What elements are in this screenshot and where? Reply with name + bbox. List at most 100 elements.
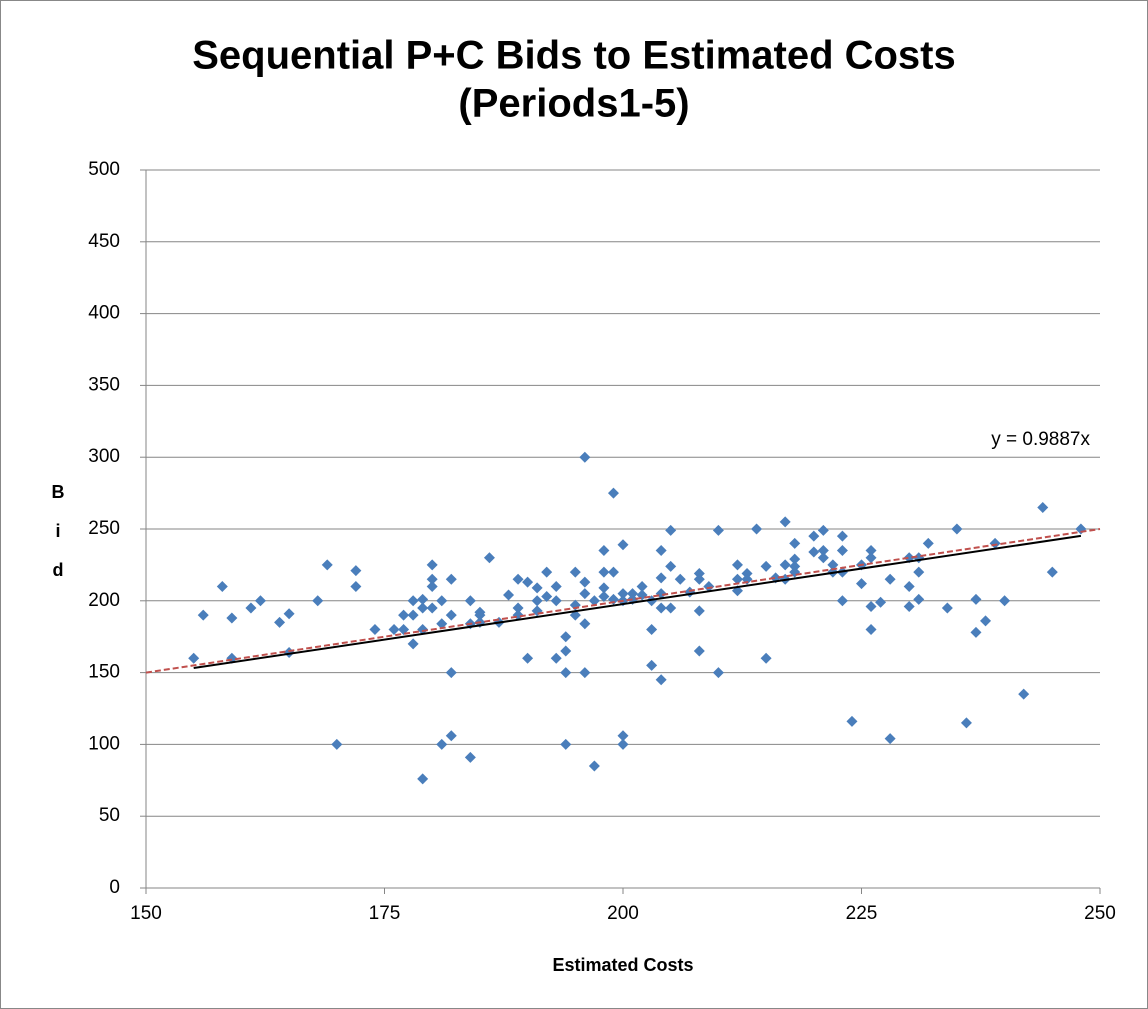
data-point <box>617 588 629 600</box>
y-tick-label: 250 <box>88 518 120 539</box>
data-point <box>560 738 572 750</box>
data-point <box>999 595 1011 607</box>
data-point <box>655 572 667 584</box>
data-point <box>760 560 772 572</box>
data-point <box>884 733 896 745</box>
data-point <box>817 524 829 536</box>
x-tick-label: 150 <box>130 903 162 924</box>
data-point <box>283 608 295 620</box>
data-point <box>760 652 772 664</box>
data-point <box>274 616 286 628</box>
data-point <box>731 573 743 585</box>
data-point <box>531 582 543 594</box>
data-point <box>922 537 934 549</box>
y-tick-label: 350 <box>88 374 120 395</box>
data-point <box>903 580 915 592</box>
data-point <box>913 566 925 578</box>
chart-subtitle: (Periods1-5) <box>458 82 689 126</box>
data-point <box>579 451 591 463</box>
data-point <box>350 580 362 592</box>
data-point <box>417 593 429 605</box>
data-point <box>216 580 228 592</box>
data-point <box>541 566 553 578</box>
data-point <box>197 609 209 621</box>
chart-title: Sequential P+C Bids to Estimated Costs <box>192 34 956 78</box>
data-point <box>483 552 495 564</box>
data-point <box>789 553 801 565</box>
data-point <box>407 609 419 621</box>
data-point <box>398 609 410 621</box>
data-point <box>598 590 610 602</box>
trendline-equation: y = 0.9887x <box>991 429 1090 450</box>
data-point <box>712 667 724 679</box>
data-point <box>941 602 953 614</box>
data-point <box>655 674 667 686</box>
y-tick-label: 150 <box>88 662 120 683</box>
data-point <box>665 560 677 572</box>
data-point <box>951 523 963 535</box>
y-tick-label: 100 <box>88 733 120 754</box>
x-axis-title: Estimated Costs <box>552 955 693 975</box>
y-tick-label: 400 <box>88 303 120 324</box>
data-point <box>531 595 543 607</box>
data-point <box>598 582 610 594</box>
data-point <box>474 609 486 621</box>
data-point <box>436 618 448 630</box>
data-point <box>445 667 457 679</box>
data-point <box>426 602 438 614</box>
data-point <box>560 667 572 679</box>
data-point <box>875 596 887 608</box>
data-point <box>1018 688 1030 700</box>
data-point <box>569 566 581 578</box>
data-point <box>550 652 562 664</box>
data-point <box>655 602 667 614</box>
data-point <box>541 590 553 602</box>
y-tick-label: 50 <box>99 805 120 826</box>
data-point <box>369 624 381 636</box>
trendline <box>145 528 1101 674</box>
data-point <box>588 595 600 607</box>
data-point <box>512 602 524 614</box>
y-tick-label: 200 <box>88 590 120 611</box>
data-point <box>426 573 438 585</box>
x-tick-label: 200 <box>607 903 639 924</box>
data-point <box>712 524 724 536</box>
data-point <box>588 760 600 772</box>
data-point <box>417 602 429 614</box>
data-point <box>417 624 429 636</box>
y-tick-label: 300 <box>88 446 120 467</box>
data-point <box>751 523 763 535</box>
x-tick-label: 175 <box>369 903 401 924</box>
data-point <box>522 576 534 588</box>
data-point <box>817 545 829 557</box>
data-point <box>865 552 877 564</box>
data-point <box>407 638 419 650</box>
data-point <box>836 545 848 557</box>
data-point <box>731 559 743 571</box>
data-point <box>779 516 791 528</box>
data-point <box>254 595 266 607</box>
data-point <box>627 588 639 600</box>
data-point <box>665 602 677 614</box>
data-point <box>607 487 619 499</box>
data-point <box>464 595 476 607</box>
y-tick-label: 450 <box>88 231 120 252</box>
data-point <box>970 626 982 638</box>
data-point <box>331 738 343 750</box>
data-point <box>579 576 591 588</box>
data-point <box>321 559 333 571</box>
data-point <box>607 566 619 578</box>
data-point <box>436 738 448 750</box>
data-point <box>245 602 257 614</box>
data-point <box>188 652 200 664</box>
data-point <box>617 738 629 750</box>
trendline <box>193 534 1082 669</box>
data-point <box>560 645 572 657</box>
data-point <box>617 730 629 742</box>
data-point <box>1037 501 1049 513</box>
data-point <box>407 595 419 607</box>
data-point <box>550 595 562 607</box>
data-point <box>464 751 476 763</box>
data-point <box>884 573 896 585</box>
